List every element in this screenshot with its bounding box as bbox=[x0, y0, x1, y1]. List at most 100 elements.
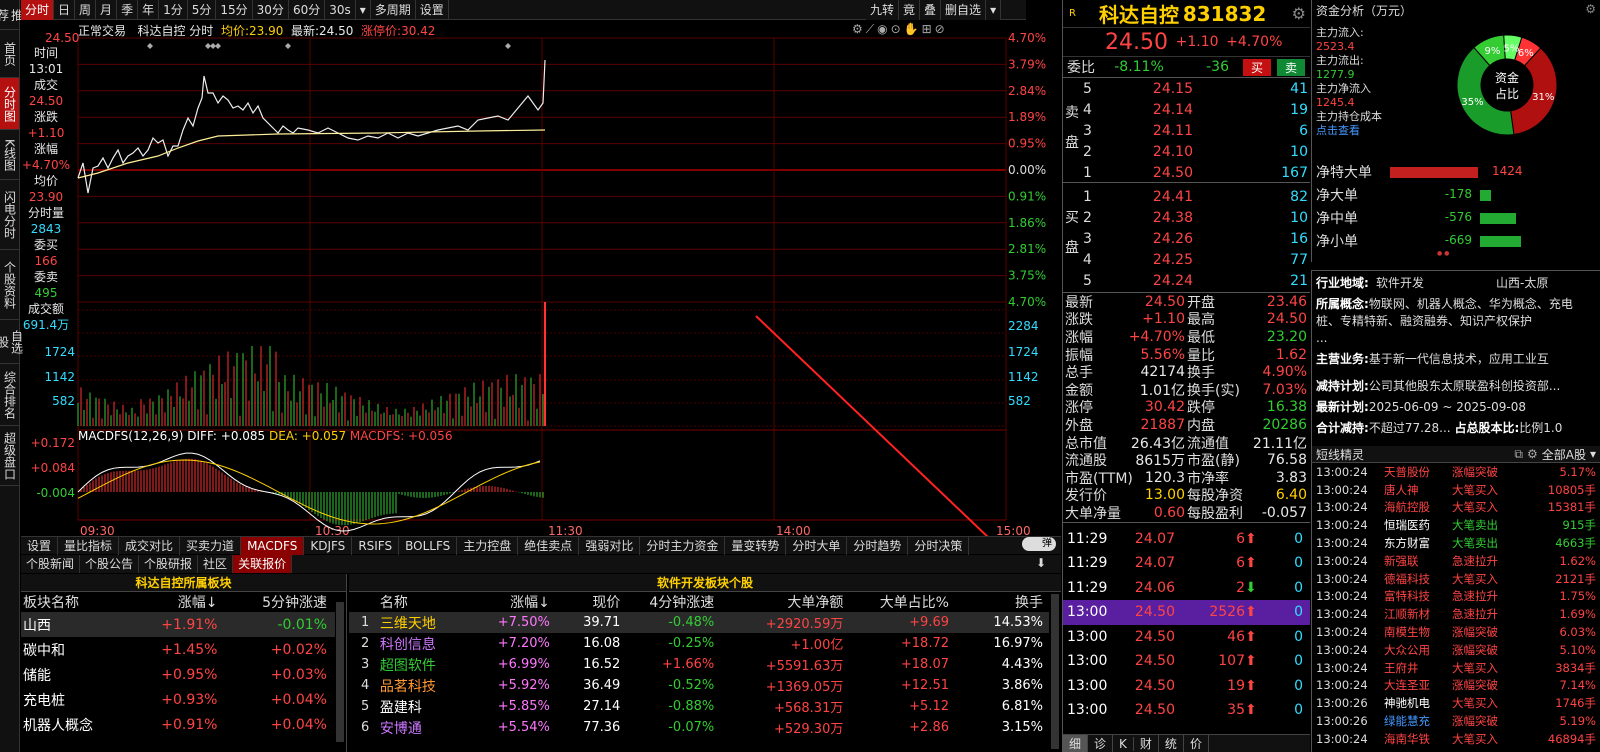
tick-row[interactable]: 13:00 24.50 19 ⬆ 0 bbox=[1063, 674, 1310, 699]
concept-more[interactable]: ... bbox=[1316, 331, 1328, 345]
sprite-row[interactable]: 13:00:24 天普股份 涨幅突破 5.17% bbox=[1312, 463, 1600, 481]
nav-item-3[interactable]: K线图 bbox=[0, 130, 19, 180]
indicator-tab-12[interactable]: 量变转势 bbox=[725, 537, 787, 555]
indicator-tab-13[interactable]: 分时大单 bbox=[786, 537, 848, 555]
stocks-col-header[interactable]: 大单占比% bbox=[879, 595, 949, 611]
sprite-row[interactable]: 13:00:26 绿能慧充 涨幅突破 5.19% bbox=[1312, 712, 1600, 730]
settings-icon[interactable]: ⚙ bbox=[1291, 4, 1306, 23]
indicator-tab-11[interactable]: 分时主力资金 bbox=[640, 537, 726, 555]
toolbar-right-1[interactable]: 竟 bbox=[899, 0, 921, 20]
sell-button[interactable]: 卖 bbox=[1277, 58, 1306, 76]
period-tab-12[interactable]: ▾ bbox=[356, 0, 371, 20]
indicator-tab-5[interactable]: KDJFS bbox=[304, 537, 353, 555]
event-marker[interactable] bbox=[205, 43, 211, 49]
indicator-tab-0[interactable]: 设置 bbox=[21, 537, 59, 555]
toolbar-right-0[interactable]: 九转 bbox=[866, 0, 900, 20]
period-tab-7[interactable]: 5分 bbox=[188, 0, 217, 20]
period-tab-14[interactable]: 设置 bbox=[416, 0, 449, 20]
stocks-row[interactable]: 4 品茗科技 +5.92% 36.49 -0.52% +1369.05万 +12.51 3.8… bbox=[349, 675, 1049, 696]
sprite-row[interactable]: 13:00:24 大连圣亚 涨幅突破 7.14% bbox=[1312, 677, 1600, 695]
indicator-tab-6[interactable]: RSIFS bbox=[352, 537, 400, 555]
news-tab-4[interactable]: 关联报价 bbox=[233, 555, 293, 573]
sprite-row[interactable]: 13:00:24 东方财富 大笔卖出 4663手 bbox=[1312, 534, 1600, 552]
sector-row[interactable]: 碳中和 +1.45% +0.02% bbox=[21, 637, 335, 662]
asks-level[interactable]: 3 24.11 6 bbox=[1063, 120, 1310, 141]
stocks-row[interactable]: 3 超图软件 +6.99% 16.52 +1.66% +5591.63万 +18.07 4.4… bbox=[349, 654, 1049, 675]
period-tab-5[interactable]: 年 bbox=[138, 0, 160, 20]
period-tab-11[interactable]: 30s bbox=[325, 0, 356, 20]
sprite-row[interactable]: 13:00:24 江顺新材 急速拉升 1.69% bbox=[1312, 605, 1600, 623]
period-tab-10[interactable]: 60分 bbox=[289, 0, 326, 20]
indicator-tab-1[interactable]: 量比指标 bbox=[58, 537, 120, 555]
tick-row[interactable]: 11:29 24.06 2 ⬇ 0 bbox=[1063, 576, 1310, 601]
sprite-row[interactable]: 13:00:24 富特科技 急速拉升 1.75% bbox=[1312, 588, 1600, 606]
tick-row[interactable]: 11:29 24.07 6 ⬆ 0 bbox=[1063, 551, 1310, 576]
expand-icon[interactable]: ⧉ bbox=[1514, 446, 1523, 461]
period-tab-13[interactable]: 多周期 bbox=[371, 0, 416, 20]
scope-select[interactable]: 全部A股 bbox=[1541, 447, 1586, 462]
period-tab-3[interactable]: 月 bbox=[96, 0, 118, 20]
quote-tab-2[interactable]: K bbox=[1113, 736, 1134, 751]
sprite-row[interactable]: 13:00:24 海南华铁 大笔买入 46894手 bbox=[1312, 730, 1600, 748]
nav-item-1[interactable]: 首页 bbox=[0, 30, 19, 78]
nav-item-7[interactable]: 综合排名 bbox=[0, 364, 19, 426]
tick-row[interactable]: 13:00 24.50 2526 ⬆ 0 bbox=[1063, 600, 1310, 625]
sector-row[interactable]: 充电桩 +0.93% +0.04% bbox=[21, 687, 335, 712]
news-tab-1[interactable]: 个股公告 bbox=[80, 555, 140, 573]
nav-item-6[interactable]: 自选股 bbox=[0, 320, 24, 364]
bids-level[interactable]: 4 24.25 77 bbox=[1063, 249, 1310, 270]
toggle-switch[interactable]: 弹 bbox=[1022, 537, 1056, 551]
sprite-row[interactable]: 13:00:24 德福科技 大笔买入 2121手 bbox=[1312, 570, 1600, 588]
toolbar-right-3[interactable]: 删自选 bbox=[941, 0, 987, 20]
period-tab-8[interactable]: 15分 bbox=[216, 0, 253, 20]
quote-tab-3[interactable]: 财 bbox=[1134, 735, 1159, 752]
quote-tab-5[interactable]: 价 bbox=[1184, 735, 1209, 752]
quote-tab-0[interactable]: 细 bbox=[1063, 735, 1089, 752]
sector-row[interactable]: 储能 +0.95% +0.03% bbox=[21, 662, 335, 687]
indicator-tab-3[interactable]: 买卖力道 bbox=[180, 537, 242, 555]
sprite-row[interactable]: 13:00:24 大众公用 涨幅突破 5.10% bbox=[1312, 641, 1600, 659]
sprite-row[interactable]: 13:00:24 王府井 大笔买入 3834手 bbox=[1312, 659, 1600, 677]
stocks-col-header[interactable]: 现价 bbox=[592, 595, 621, 611]
stocks-col-header[interactable]: 名称 bbox=[379, 595, 408, 611]
chart-tools[interactable]: ⚙⟋◉⊙✋⊞⊘ bbox=[852, 22, 948, 36]
sector-col-header[interactable]: 涨幅↓ bbox=[177, 595, 218, 611]
news-tab-0[interactable]: 个股新闻 bbox=[21, 555, 81, 573]
tick-row[interactable]: 11:29 24.07 6 ⬆ 0 bbox=[1063, 527, 1310, 552]
toolbar-right-4[interactable]: ▾ bbox=[986, 0, 1002, 20]
sprite-row[interactable]: 13:00:24 唐人神 大笔买入 10805手 bbox=[1312, 481, 1600, 499]
indicator-tab-14[interactable]: 分时趋势 bbox=[847, 537, 909, 555]
toolbar-right-2[interactable]: 叠 bbox=[920, 0, 942, 20]
pager-dots[interactable]: ● ● bbox=[1437, 250, 1450, 257]
bids-level[interactable]: 5 24.24 21 bbox=[1063, 270, 1310, 291]
chevron-down-icon[interactable]: ▾ bbox=[1589, 447, 1596, 461]
stocks-row[interactable]: 6 安博通 +5.54% 77.36 -0.07% +529.30万 +2.86 3.15% bbox=[349, 717, 1049, 738]
indicator-tab-10[interactable]: 强弱对比 bbox=[579, 537, 641, 555]
period-tab-9[interactable]: 30分 bbox=[253, 0, 289, 20]
stocks-col-header[interactable]: 换手 bbox=[1015, 595, 1043, 611]
sprite-row[interactable]: 13:00:24 海航控股 大笔买入 15381手 bbox=[1312, 499, 1600, 517]
tick-row[interactable]: 13:00 24.50 107 ⬆ 0 bbox=[1063, 649, 1310, 674]
event-marker[interactable] bbox=[285, 43, 291, 49]
sector-col-header[interactable]: 板块名称 bbox=[23, 595, 79, 611]
indicator-tab-2[interactable]: 成交对比 bbox=[119, 537, 181, 555]
stocks-col-header[interactable]: 4分钟涨速 bbox=[649, 595, 715, 611]
quote-tab-1[interactable]: 诊 bbox=[1088, 735, 1114, 752]
sector-col-header[interactable]: 5分钟涨速 bbox=[262, 595, 327, 611]
period-tab-2[interactable]: 周 bbox=[75, 0, 97, 20]
period-tab-6[interactable]: 1分 bbox=[159, 0, 188, 20]
sector-scrollbar[interactable] bbox=[336, 602, 344, 742]
gear-icon[interactable]: ⚙ bbox=[1526, 447, 1538, 461]
indicator-tab-4[interactable]: MACDFS bbox=[241, 537, 305, 555]
cost-link[interactable]: 点击查看 bbox=[1316, 124, 1360, 137]
sprite-row[interactable]: 13:00:24 南模生物 涨幅突破 6.03% bbox=[1312, 623, 1600, 641]
sprite-row[interactable]: 13:00:26 神驰机电 大笔买入 1746手 bbox=[1312, 694, 1600, 712]
sprite-row[interactable]: 13:00:24 恒瑞医药 大笔卖出 915手 bbox=[1312, 516, 1600, 534]
stocks-scrollbar[interactable] bbox=[1051, 594, 1059, 749]
period-tab-1[interactable]: 日 bbox=[54, 0, 76, 20]
stocks-col-header[interactable]: 大单净额 bbox=[787, 595, 844, 611]
bids-level[interactable]: 1 24.41 82 bbox=[1063, 186, 1310, 207]
sector-row[interactable]: 机器人概念 +0.91% +0.04% bbox=[21, 712, 335, 737]
buy-button[interactable]: 买 bbox=[1243, 58, 1272, 76]
event-marker[interactable] bbox=[210, 43, 216, 49]
